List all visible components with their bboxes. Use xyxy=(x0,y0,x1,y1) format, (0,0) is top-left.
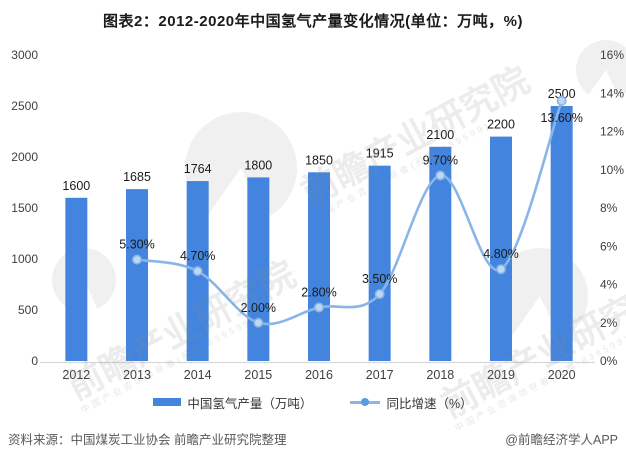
legend-item-production[interactable]: 中国氢气产量（万吨） xyxy=(153,393,312,412)
pct-label-2018: 9.70% xyxy=(423,153,458,167)
left-axis-tick-label: 2500 xyxy=(11,99,38,113)
bar-2012 xyxy=(65,197,88,361)
legend-label: 同比增速（%） xyxy=(386,396,473,411)
bar-2016 xyxy=(308,172,330,361)
line-marker-2015 xyxy=(253,317,264,328)
line-marker-2018 xyxy=(435,170,446,181)
x-axis-label-2015: 2015 xyxy=(244,368,272,382)
line-marker-2017 xyxy=(374,289,385,300)
chart-legend: 中国氢气产量（万吨） 同比增速（%） xyxy=(0,392,626,412)
bar-value-label-2019: 2200 xyxy=(487,118,515,132)
bar-2018 xyxy=(429,146,452,361)
bar-2017 xyxy=(368,165,391,361)
x-axis-label-2017: 2017 xyxy=(366,368,394,382)
chart-footer: 资料来源：中国煤炭工业协会 前瞻产业研究院整理 @前瞻经济学人APP xyxy=(0,429,626,448)
pct-label-2019: 4.80% xyxy=(483,247,518,261)
bar-2019 xyxy=(490,136,512,361)
right-axis-tick-label: 14% xyxy=(600,86,624,100)
right-axis-tick-label: 12% xyxy=(600,125,624,139)
bar-swatch-icon xyxy=(153,398,182,406)
x-axis-label-2020: 2020 xyxy=(548,368,576,382)
bar-2015 xyxy=(247,177,270,361)
bar-value-label-2013: 1685 xyxy=(123,170,151,184)
legend-item-growth[interactable]: 同比增速（%） xyxy=(350,393,473,412)
right-axis-tick-label: 4% xyxy=(600,278,618,292)
line-swatch-icon xyxy=(350,397,381,407)
right-axis-tick-label: 0% xyxy=(600,354,618,368)
credit-text: @前瞻经济学人APP xyxy=(505,433,618,447)
left-axis-tick-label: 0 xyxy=(31,354,38,368)
bar-2013 xyxy=(126,189,148,361)
right-axis-tick-label: 10% xyxy=(600,163,624,177)
pct-label-2015: 2.00% xyxy=(241,301,276,315)
bar-value-label-2017: 1915 xyxy=(366,147,394,161)
left-axis-tick-label: 2000 xyxy=(11,150,38,164)
x-axis-label-2019: 2019 xyxy=(487,368,515,382)
bar-2020 xyxy=(550,106,573,361)
source-text: 资料来源：中国煤炭工业协会 前瞻产业研究院整理 xyxy=(8,433,287,447)
right-axis-tick-label: 6% xyxy=(600,239,618,253)
x-axis-label-2018: 2018 xyxy=(426,368,454,382)
bar-value-label-2014: 1764 xyxy=(184,162,212,176)
line-marker-2013 xyxy=(132,254,143,265)
x-axis-label-2012: 2012 xyxy=(62,368,90,382)
bar-value-label-2018: 2100 xyxy=(426,128,454,142)
bar-value-label-2012: 1600 xyxy=(62,179,90,193)
x-axis-label-2016: 2016 xyxy=(305,368,333,382)
pct-label-2016: 2.80% xyxy=(301,285,336,299)
line-marker-2020 xyxy=(556,95,567,106)
combo-chart: 0 500 1000 1500 2000 2500 3000 0% 2% 4% 6% 8% 10% 12%… xyxy=(11,48,624,382)
bar-value-label-2015: 1800 xyxy=(244,158,272,172)
line-marker-2016 xyxy=(313,302,324,313)
right-axis-tick-label: 2% xyxy=(600,316,618,330)
right-axis-tick-label: 16% xyxy=(600,48,624,62)
legend-label: 中国氢气产量（万吨） xyxy=(187,396,313,411)
line-marker-2014 xyxy=(192,266,203,277)
x-axis-label-2014: 2014 xyxy=(184,368,212,382)
bar-value-label-2016: 1850 xyxy=(305,153,333,167)
pct-label-2020: 13.60% xyxy=(540,111,582,125)
x-axis-label-2013: 2013 xyxy=(123,368,151,382)
pct-label-2014: 4.70% xyxy=(180,249,215,263)
pct-label-2017: 3.50% xyxy=(362,272,397,286)
left-axis-tick-label: 3000 xyxy=(11,48,38,62)
left-axis-tick-label: 1000 xyxy=(11,252,38,266)
bar-value-label-2020: 2500 xyxy=(548,87,576,101)
left-axis-tick-label: 500 xyxy=(18,303,38,317)
line-marker-2019 xyxy=(495,264,506,275)
chart-title: 图表2：2012-2020年中国氢气产量变化情况(单位：万吨，%) xyxy=(103,13,523,30)
right-axis-tick-label: 8% xyxy=(600,201,618,215)
left-axis-tick-label: 1500 xyxy=(11,201,38,215)
pct-label-2013: 5.30% xyxy=(119,238,154,252)
